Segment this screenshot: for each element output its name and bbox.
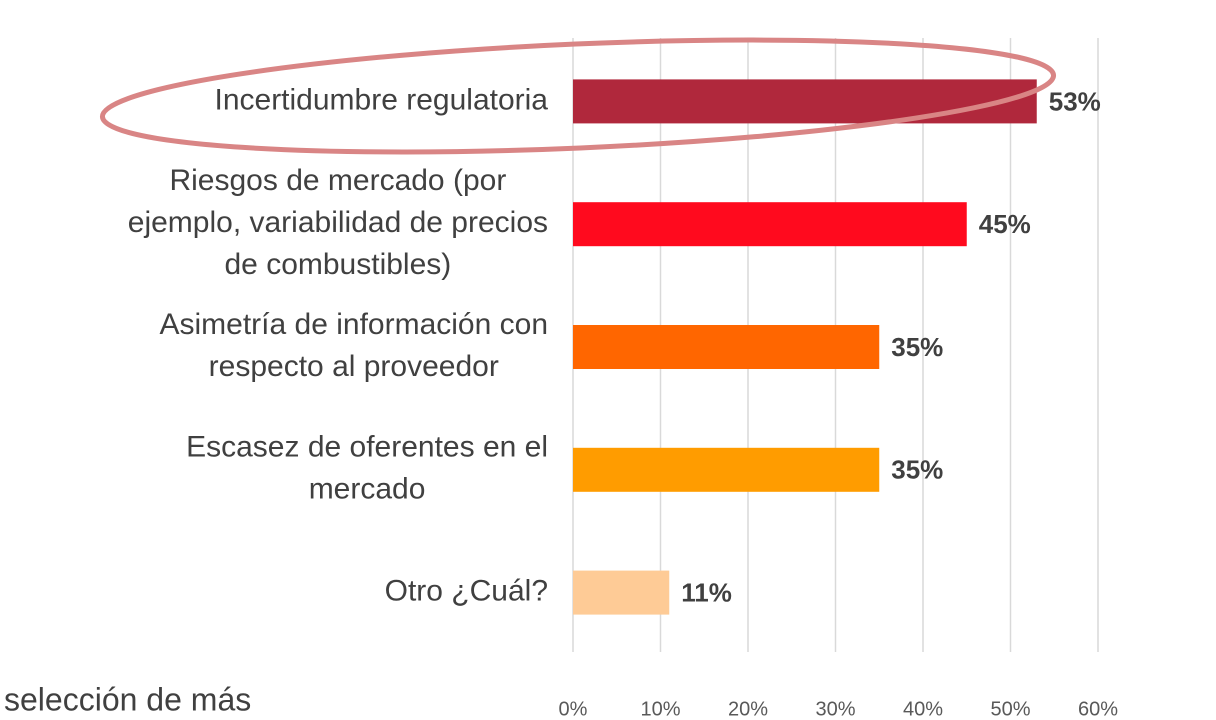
category-line: Riesgos de mercado (por <box>169 164 506 197</box>
bar <box>573 447 880 492</box>
value-label: 35% <box>891 455 943 485</box>
category-label: Escasez de oferentes en el mercado <box>186 431 548 506</box>
category-line: de combustibles) <box>224 248 451 281</box>
category-line: mercado <box>309 473 426 506</box>
value-label: 35% <box>891 332 943 362</box>
x-tick-label: 30% <box>815 698 855 720</box>
x-tick-label: 50% <box>990 698 1030 720</box>
category-line: ejemplo, variabilidad de precios <box>128 206 548 239</box>
category-line: Asimetría de información con <box>159 308 548 341</box>
category-line: Incertidumbre regulatoria <box>214 83 548 116</box>
footnote: selección de más <box>4 681 251 717</box>
highlight-ellipse <box>99 37 1057 155</box>
value-label: 11% <box>681 577 732 607</box>
bars <box>573 79 1037 615</box>
x-tick-label: 40% <box>903 698 943 720</box>
category-line: respecto al proveedor <box>209 350 499 383</box>
x-tick-label: 60% <box>1078 698 1118 720</box>
x-tick-label: 20% <box>728 698 768 720</box>
category-line: Escasez de oferentes en el <box>186 431 548 464</box>
bar <box>573 202 967 247</box>
x-tick-label: 0% <box>559 698 588 720</box>
value-label: 45% <box>979 209 1031 239</box>
category-line: Otro ¿Cuál? <box>385 575 548 608</box>
category-label: Asimetría de información con respecto al … <box>159 308 548 383</box>
bar <box>573 570 670 615</box>
category-label: Riesgos de mercado (por ejemplo, variabil… <box>128 164 548 281</box>
x-tick-label: 10% <box>640 698 680 720</box>
bar <box>573 325 880 369</box>
value-label: 53% <box>1049 86 1101 116</box>
bar <box>573 79 1037 124</box>
category-label: Otro ¿Cuál? <box>385 575 548 608</box>
category-label: Incertidumbre regulatoria <box>214 83 548 116</box>
